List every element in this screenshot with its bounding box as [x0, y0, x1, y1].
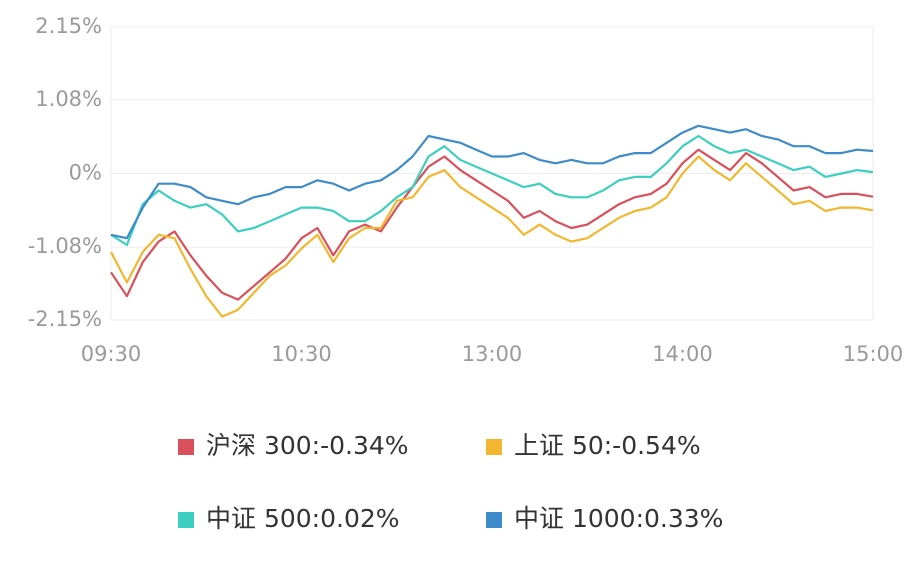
- y-tick-label: 2.15%: [35, 14, 102, 38]
- legend-label: 沪深 300:-0.34%: [206, 431, 409, 460]
- legend-swatch: [178, 439, 194, 455]
- series-line: [110, 148, 874, 301]
- legend-swatch: [486, 512, 502, 528]
- x-tick-label: 09:30: [81, 342, 142, 366]
- y-tick-label: -2.15%: [28, 307, 102, 331]
- y-tick-label: 0%: [69, 161, 102, 185]
- legend-swatch: [178, 512, 194, 528]
- y-tick-label: 1.08%: [35, 87, 102, 111]
- series-line: [110, 134, 874, 247]
- x-tick-label: 10:30: [271, 342, 332, 366]
- y-tick-label: -1.08%: [28, 234, 102, 258]
- legend-label: 中证 1000:0.33%: [514, 504, 723, 533]
- legend-swatch: [486, 439, 502, 455]
- series-line: [110, 124, 874, 240]
- legend-label: 上证 50:-0.54%: [514, 431, 701, 460]
- x-tick-label: 13:00: [462, 342, 523, 366]
- x-tick-label: 14:00: [652, 342, 713, 366]
- x-tick-label: 15:00: [843, 342, 904, 366]
- series-line: [110, 155, 874, 318]
- legend-label: 中证 500:0.02%: [206, 504, 400, 533]
